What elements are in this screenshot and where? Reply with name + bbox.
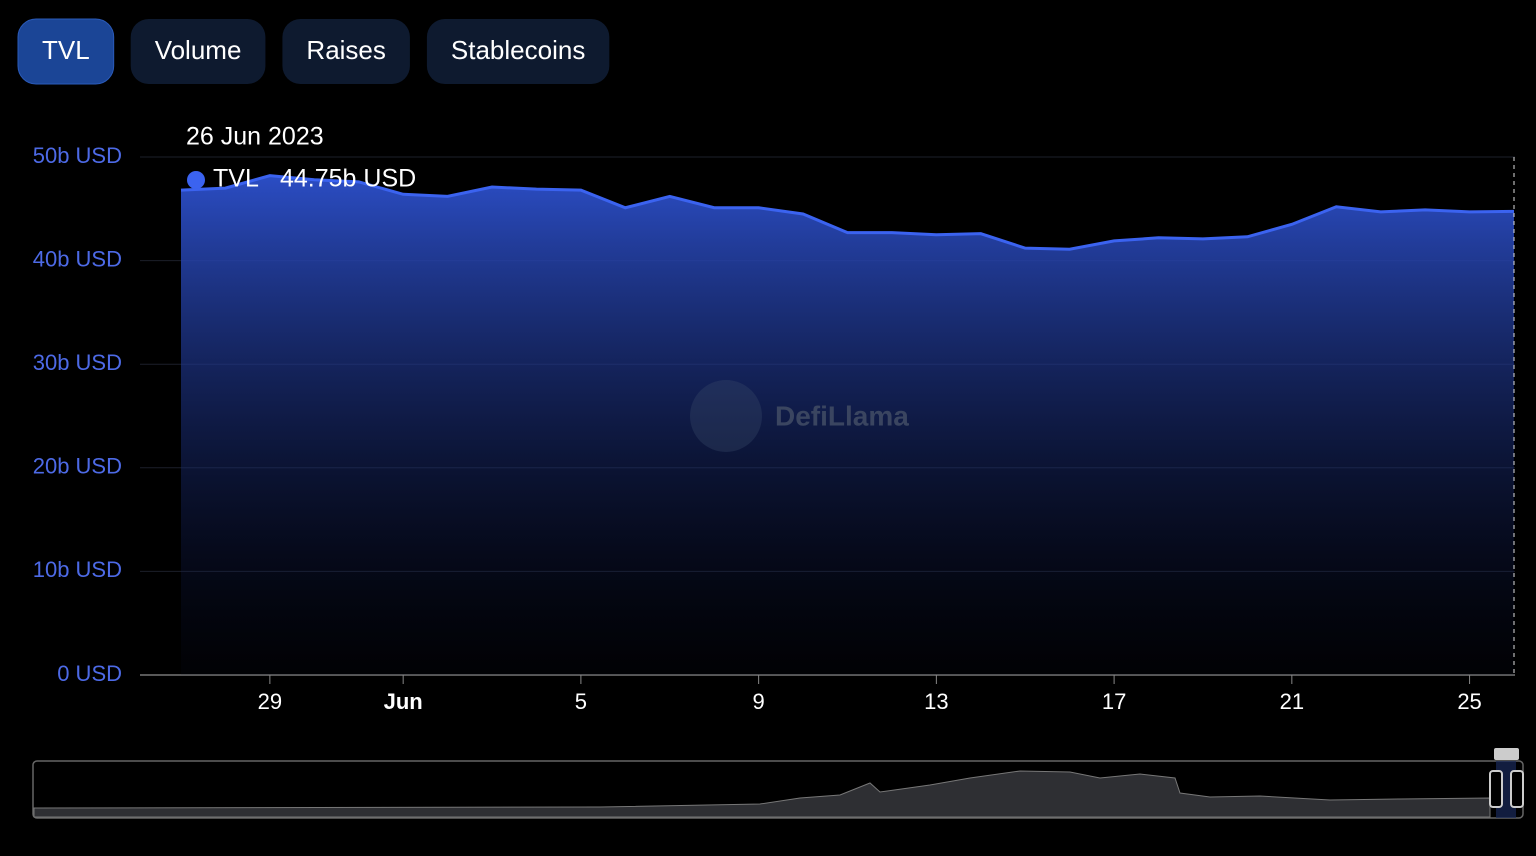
tab[interactable]: Volume	[130, 19, 266, 84]
x-tick-label: 25	[1457, 689, 1481, 714]
x-tick-label: 21	[1280, 689, 1304, 714]
x-tick-label: 17	[1102, 689, 1126, 714]
y-tick-label: 10b USD	[33, 557, 122, 582]
tab[interactable]: TVL	[17, 18, 115, 85]
tab-label: Raises	[306, 35, 385, 65]
watermark: DefiLlama	[775, 400, 909, 431]
tab-bar: TVL Volume Raises Stablecoins	[17, 18, 610, 85]
tooltip-value: 44.75b USD	[280, 165, 416, 193]
tab[interactable]: Stablecoins	[426, 19, 610, 84]
tooltip-series: TVL	[213, 165, 259, 193]
tab-label: Volume	[155, 35, 242, 65]
y-tick-label: 40b USD	[33, 246, 122, 271]
tab-button[interactable]	[130, 19, 266, 84]
y-tick-label: 50b USD	[33, 143, 122, 168]
tooltip-date: 26 Jun 2023	[186, 123, 324, 151]
tab-button[interactable]	[282, 19, 410, 84]
tab-button[interactable]	[426, 19, 610, 84]
y-tick-label: 0 USD	[57, 661, 122, 686]
x-tick-label: 9	[753, 689, 765, 714]
watermark-logo	[690, 380, 762, 452]
area-fill	[181, 175, 1514, 675]
y-tick-label: 30b USD	[33, 350, 122, 375]
tab-label: TVL	[42, 35, 90, 65]
x-tick-label: 13	[924, 689, 948, 714]
tab-button[interactable]	[17, 18, 115, 85]
x-tick-label: 5	[575, 689, 587, 714]
navigator	[32, 748, 1524, 819]
tab[interactable]: Raises	[282, 19, 410, 84]
line	[180, 174, 1515, 251]
x-tick-label: 29	[258, 689, 282, 714]
y-tick-label: 20b USD	[33, 454, 122, 479]
tab-label: Stablecoins	[451, 35, 585, 65]
plot	[180, 174, 1515, 675]
x-tick-label: Jun	[384, 689, 423, 714]
tooltip-dot	[187, 171, 205, 189]
